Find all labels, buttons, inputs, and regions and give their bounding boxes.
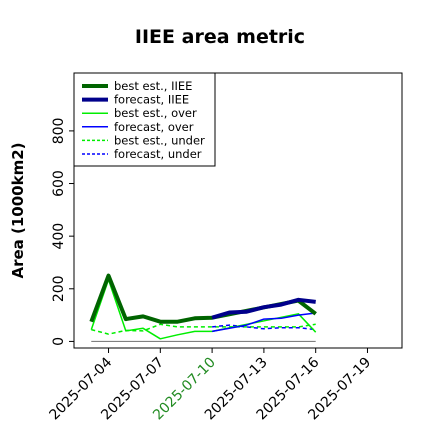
y-tick-label: 400 xyxy=(51,223,67,250)
series-line-2 xyxy=(90,278,317,340)
legend-box xyxy=(73,72,216,167)
y-axis-label: Area (1000km2) xyxy=(9,142,27,278)
series-line-5 xyxy=(212,324,316,331)
series-line-0 xyxy=(89,273,317,324)
legend-label: best est., under xyxy=(114,133,205,147)
legend-label: best est., IIEE xyxy=(114,79,192,93)
y-tick-label: 200 xyxy=(51,275,67,302)
y-tick-label: 0 xyxy=(51,337,67,346)
page-title: IIEE area metric xyxy=(134,26,306,48)
series-line-3 xyxy=(211,312,316,333)
legend-label: best est., over xyxy=(114,106,197,120)
series-line-4 xyxy=(91,323,316,335)
series-line-1 xyxy=(211,297,316,320)
y-tick-label: 800 xyxy=(51,118,67,145)
plot-frame xyxy=(73,72,403,349)
legend-label: forecast, under xyxy=(114,147,202,161)
series-layer xyxy=(89,273,317,340)
legend-label: forecast, IIEE xyxy=(114,93,189,107)
legend-label: forecast, over xyxy=(114,120,194,134)
y-tick-label: 600 xyxy=(51,170,67,197)
